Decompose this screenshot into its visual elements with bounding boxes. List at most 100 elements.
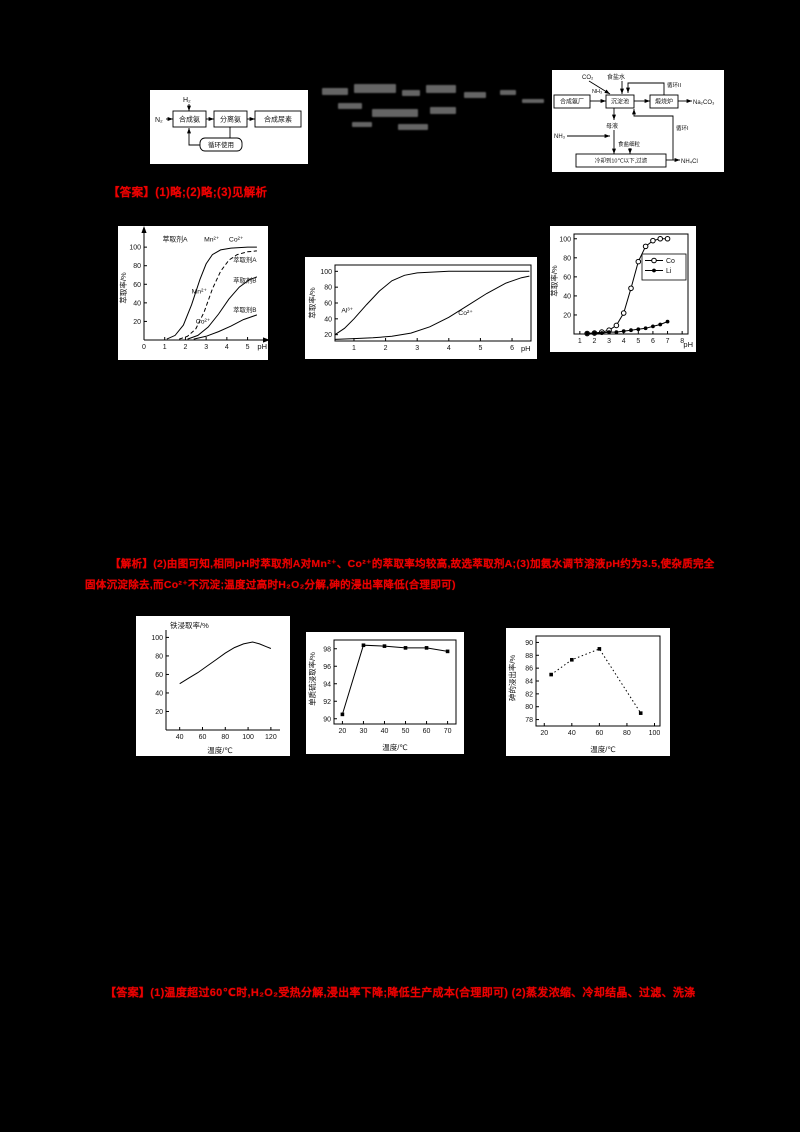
svg-text:食盐水: 食盐水 [607, 73, 625, 81]
svg-text:94: 94 [323, 681, 331, 688]
svg-text:6: 6 [510, 345, 514, 352]
svg-text:120: 120 [265, 734, 277, 741]
svg-text:H₂: H₂ [183, 97, 191, 104]
svg-text:40: 40 [568, 730, 576, 737]
svg-text:4: 4 [622, 338, 626, 345]
svg-text:Co²⁺: Co²⁺ [458, 310, 473, 317]
svg-text:Co²⁺: Co²⁺ [229, 237, 244, 244]
sulfur-leaching-chart: 20 30 40 50 60 70 90 92 94 96 98 温度/℃ 单质硫浸取率/% [306, 632, 464, 754]
svg-text:3: 3 [607, 338, 611, 345]
scan-artifact [500, 90, 516, 95]
scan-artifact [372, 109, 418, 117]
svg-text:80: 80 [525, 704, 533, 711]
svg-text:铁浸取率/%: 铁浸取率/% [170, 620, 209, 630]
svg-text:温度/℃: 温度/℃ [590, 744, 616, 754]
svg-text:合成氨厂: 合成氨厂 [560, 98, 584, 106]
svg-text:煅烧炉: 煅烧炉 [655, 98, 673, 106]
svg-text:82: 82 [525, 691, 533, 698]
svg-text:5: 5 [636, 338, 640, 345]
analysis-text-line2: 固体沉淀除去,而Co²⁺不沉淀;温度过高时H₂O₂分解,砷的浸出率降低(合理即可… [85, 579, 456, 591]
svg-text:冷却到10℃以下,过滤: 冷却到10℃以下,过滤 [595, 156, 648, 164]
svg-text:90: 90 [323, 716, 331, 723]
svg-text:母液: 母液 [606, 122, 618, 130]
svg-text:1: 1 [163, 344, 167, 351]
svg-text:20: 20 [324, 332, 332, 339]
svg-text:6: 6 [651, 338, 655, 345]
svg-text:96: 96 [323, 664, 331, 671]
svg-text:pH: pH [257, 342, 267, 351]
svg-text:萃取剂A: 萃取剂A [233, 255, 257, 264]
svg-text:3: 3 [415, 345, 419, 352]
svg-text:100: 100 [129, 245, 141, 252]
svg-text:5: 5 [478, 345, 482, 352]
svg-text:萃取剂B: 萃取剂B [233, 305, 256, 314]
svg-text:20: 20 [339, 728, 347, 735]
svg-text:7: 7 [666, 338, 670, 345]
svg-text:86: 86 [525, 666, 533, 673]
scan-artifact [522, 99, 544, 103]
svg-text:3: 3 [204, 344, 208, 351]
scan-artifact [338, 103, 362, 109]
arsenic-leaching-chart: 20 40 60 80 100 78 80 82 84 86 88 90 温度/℃ 砷的浸出率/% [506, 628, 670, 756]
svg-text:0: 0 [142, 344, 146, 351]
svg-text:NH₃: NH₃ [592, 89, 602, 95]
svg-text:84: 84 [525, 679, 533, 686]
svg-text:40: 40 [155, 690, 163, 697]
svg-text:食盐细粒: 食盐细粒 [618, 140, 641, 148]
svg-text:Al³⁺: Al³⁺ [341, 308, 353, 315]
scan-artifact [398, 124, 428, 130]
svg-text:Co: Co [666, 258, 675, 265]
svg-text:60: 60 [199, 734, 207, 741]
svg-text:80: 80 [155, 653, 163, 660]
iron-leaching-chart: 40 60 80 100 120 20 40 60 80 100 温度/℃ 铁浸取率/% [136, 616, 290, 756]
svg-text:温度/℃: 温度/℃ [382, 742, 408, 752]
chart-svg: 1 2 3 4 5 6 20 40 60 80 100 pH 萃取率/% Al³⁺ Co²⁺ [307, 264, 532, 353]
scan-artifact [464, 92, 486, 98]
svg-text:78: 78 [525, 717, 533, 724]
answer-text-2: 【答案】(1)温度超过60℃时,H₂O₂受热分解,浸出率下降;降低生产成本(合理… [105, 987, 696, 999]
svg-text:90: 90 [525, 640, 533, 647]
svg-text:80: 80 [221, 734, 229, 741]
svg-text:Co²⁺: Co²⁺ [196, 318, 211, 325]
svg-text:Li: Li [666, 268, 672, 275]
extraction-chart-al-co: 1 2 3 4 5 6 20 40 60 80 100 pH 萃取率/% Al³⁺ Co²⁺ [305, 257, 537, 359]
scan-artifact [352, 122, 372, 127]
svg-text:合成尿素: 合成尿素 [264, 115, 292, 124]
svg-text:分离氨: 分离氨 [220, 115, 241, 124]
chart-svg: 20 30 40 50 60 70 90 92 94 96 98 温度/℃ 单质硫浸取率/% [307, 639, 457, 752]
svg-text:萃取率/%: 萃取率/% [118, 272, 128, 304]
svg-text:2: 2 [183, 344, 187, 351]
svg-text:循环II: 循环II [667, 81, 682, 89]
svg-text:80: 80 [623, 730, 631, 737]
svg-text:98: 98 [323, 646, 331, 653]
urea-process-diagram: H₂ N₂ 合成氨 分离氨 合成尿素 循环使用 [150, 90, 308, 164]
svg-text:2: 2 [593, 338, 597, 345]
svg-text:100: 100 [242, 734, 254, 741]
svg-text:100: 100 [320, 269, 332, 276]
svg-text:pH: pH [683, 340, 693, 349]
scan-artifact [322, 88, 348, 95]
svg-text:循环使用: 循环使用 [208, 140, 234, 149]
svg-text:60: 60 [563, 274, 571, 281]
svg-text:80: 80 [133, 263, 141, 270]
svg-text:1: 1 [352, 345, 356, 352]
svg-text:20: 20 [133, 319, 141, 326]
svg-text:萃取剂A: 萃取剂A [163, 235, 188, 244]
svg-text:60: 60 [324, 301, 332, 308]
svg-text:50: 50 [402, 728, 410, 735]
svg-text:40: 40 [133, 300, 141, 307]
chart-svg: 0 1 2 3 4 5 20 40 60 80 100 pH 萃取率/% 萃取剂A Mn²⁺ Co²⁺ 萃取剂A… [118, 226, 268, 351]
svg-text:80: 80 [324, 285, 332, 292]
hou-process-diagram: CO₂ 食盐水 合成氨厂 NH₃ 沉淀池 煅烧炉 Na₂CO₃ 循环II 母液 NH₃ 食盐细粒 冷却… [552, 70, 724, 172]
scan-artifact [402, 90, 420, 96]
svg-text:温度/℃: 温度/℃ [207, 745, 233, 755]
svg-text:循环I: 循环I [676, 124, 689, 132]
extraction-chart-co-li: 1 2 3 4 5 6 7 8 20 40 60 80 100 pH 萃取率/% Co Li [550, 226, 696, 352]
svg-text:4: 4 [225, 344, 229, 351]
svg-text:20: 20 [540, 730, 548, 737]
answer-text-1: 【答案】(1)略;(2)略;(3)见解析 [108, 187, 268, 199]
scan-artifact [426, 85, 456, 93]
svg-text:92: 92 [323, 699, 331, 706]
